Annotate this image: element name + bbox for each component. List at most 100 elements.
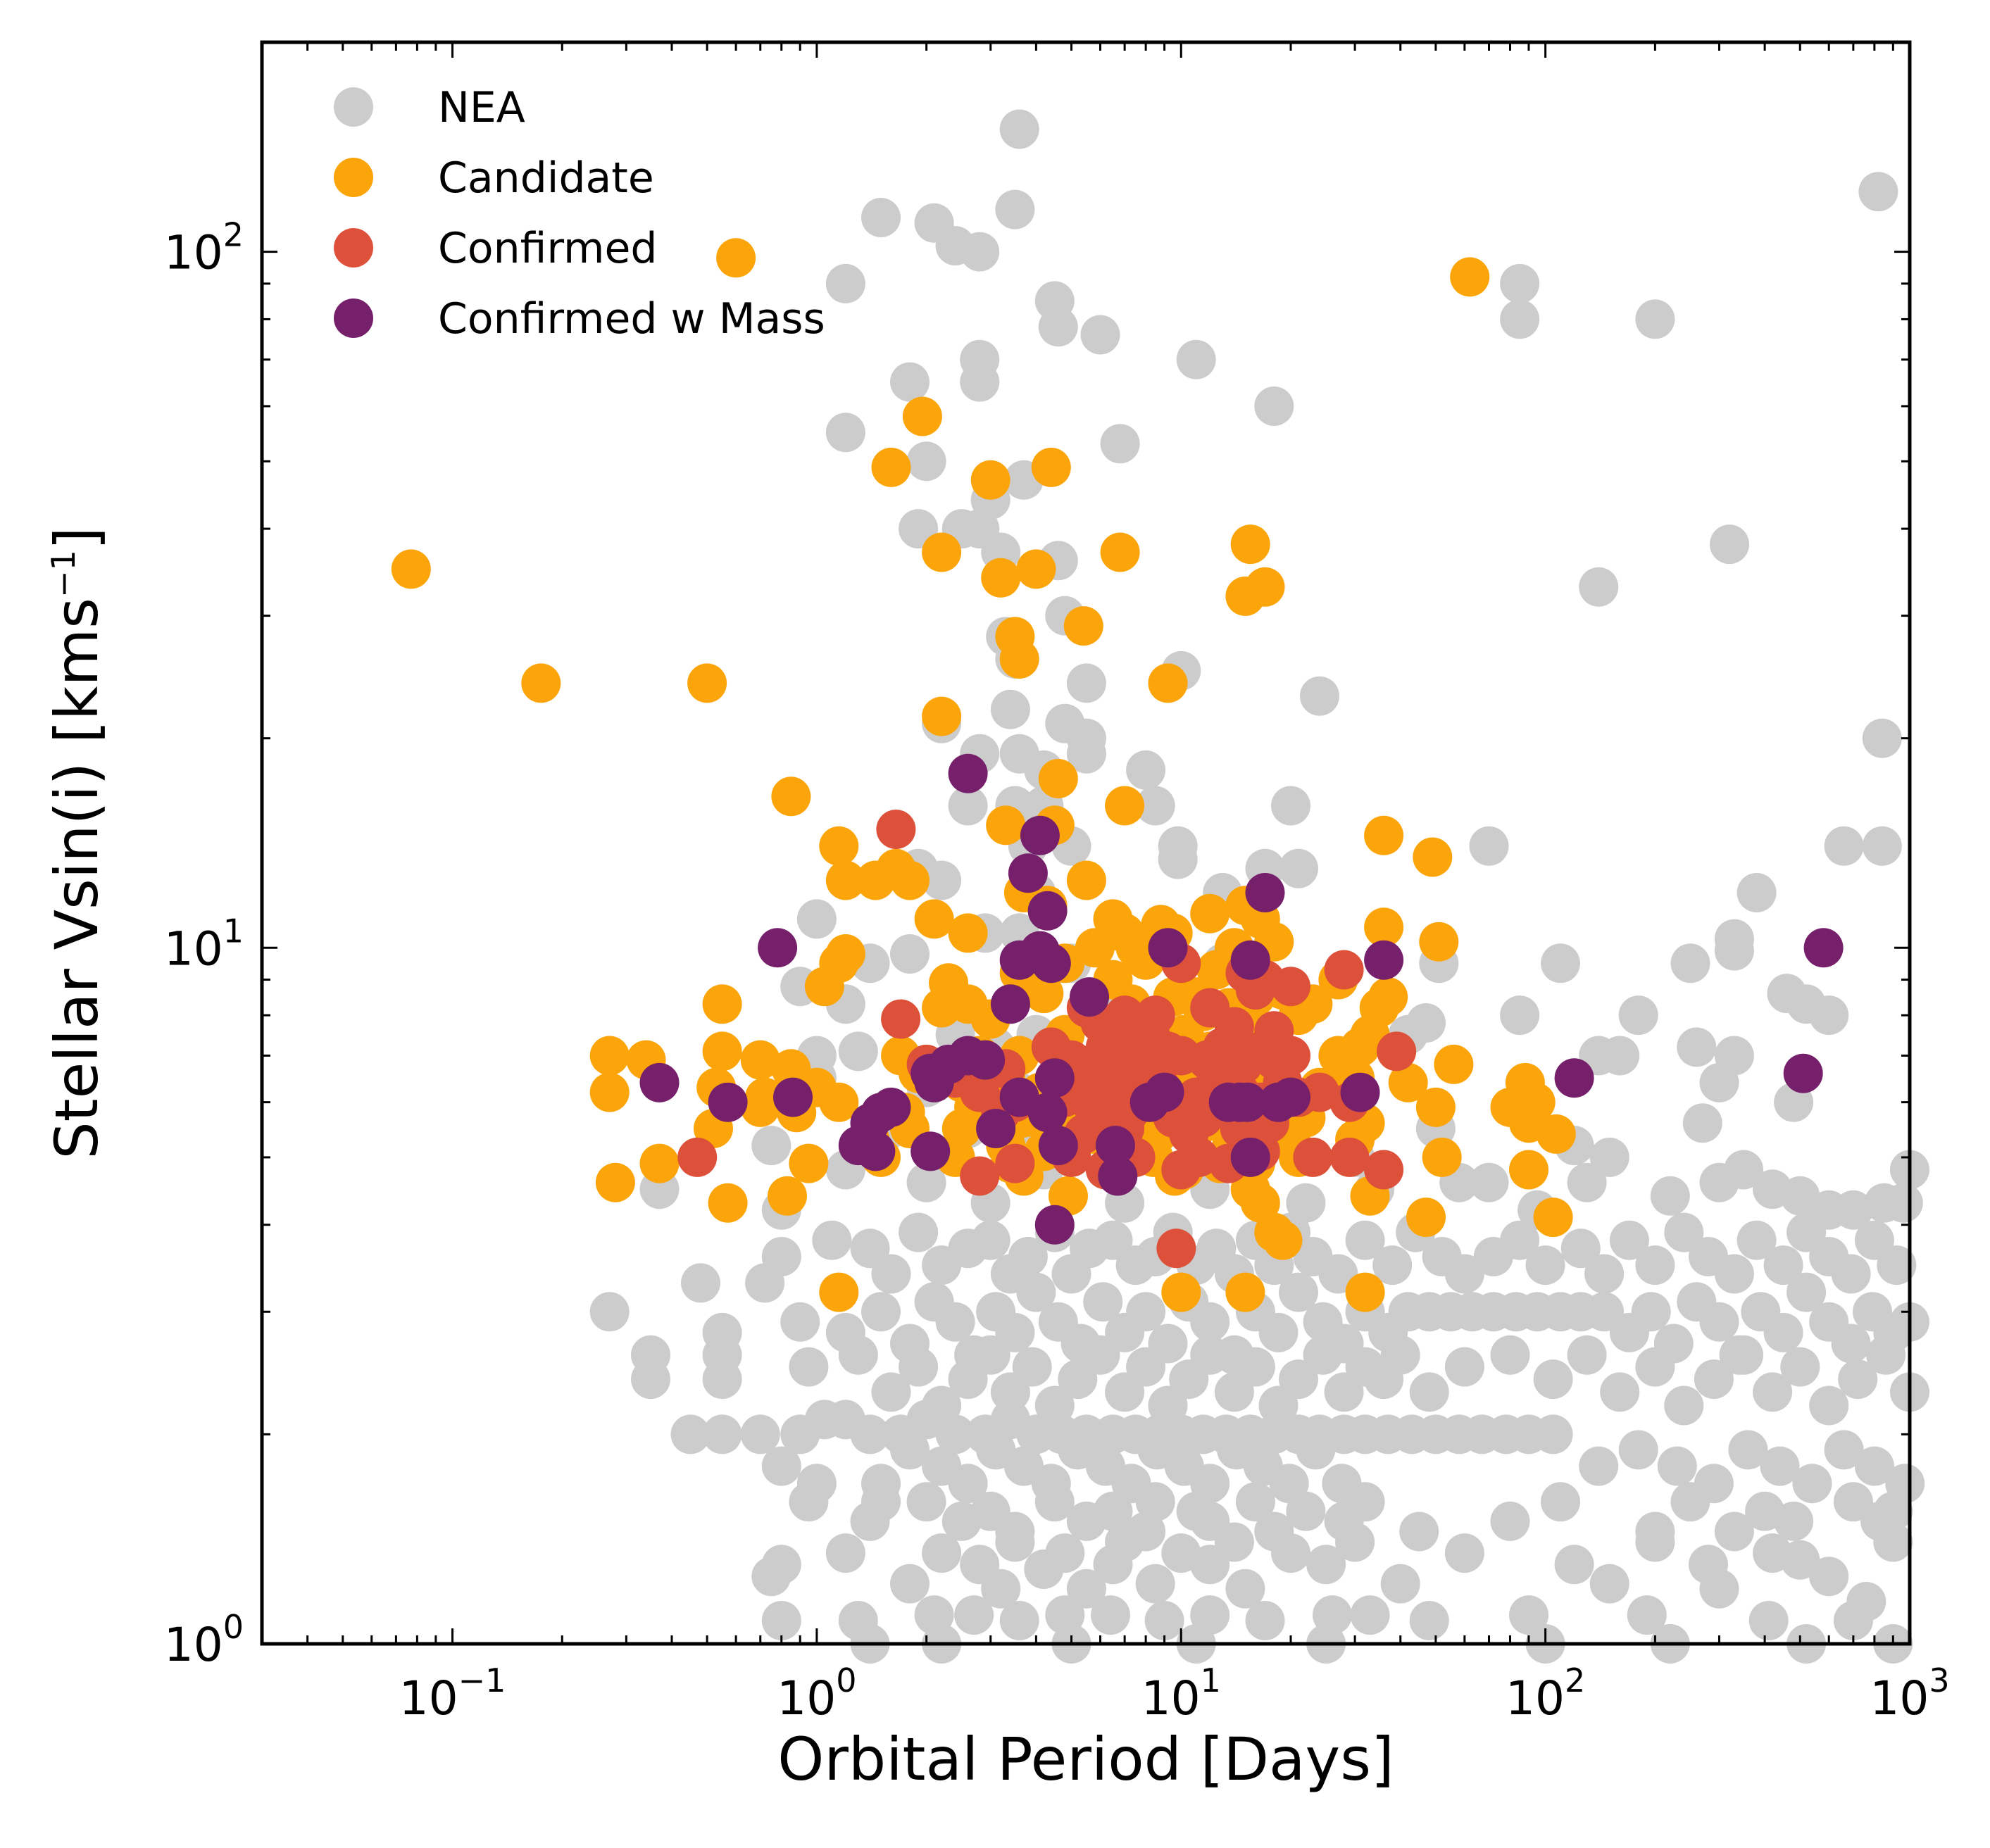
data-point: [1858, 172, 1898, 212]
legend-item: Confirmed: [334, 224, 657, 273]
data-point: [906, 1162, 946, 1202]
data-point: [1627, 1595, 1667, 1635]
data-point: [856, 1131, 896, 1171]
tick-label-exponent: 3: [1929, 1661, 1949, 1699]
data-point: [838, 1335, 878, 1375]
data-point: [825, 1533, 865, 1573]
data-point: [1500, 995, 1540, 1036]
data-point: [1235, 1482, 1275, 1522]
data-point: [1066, 860, 1106, 900]
data-point: [391, 549, 431, 589]
data-point: [1736, 1220, 1777, 1260]
data-point: [1080, 315, 1120, 355]
data-point: [761, 1601, 801, 1640]
points-layer: [391, 109, 1929, 1664]
data-point: [1579, 1446, 1619, 1486]
data-point: [1422, 1137, 1462, 1177]
data-point: [999, 1601, 1039, 1640]
data-point: [1091, 1595, 1130, 1635]
data-point: [948, 786, 988, 826]
data-point: [1300, 676, 1339, 716]
data-point: [819, 1082, 859, 1122]
data-point: [702, 1359, 742, 1400]
data-point: [1196, 950, 1237, 990]
data-point: [1699, 1569, 1739, 1609]
data-point: [1714, 1254, 1754, 1294]
data-point: [1862, 718, 1902, 758]
data-point: [1450, 257, 1490, 297]
data-point: [1016, 549, 1056, 589]
data-point: [1230, 940, 1270, 980]
legend-item: NEA: [334, 83, 525, 132]
data-point: [1263, 1220, 1303, 1260]
data-point: [1377, 1031, 1417, 1071]
data-point: [702, 1031, 742, 1071]
data-point: [1126, 1347, 1166, 1387]
data-point: [1066, 663, 1106, 703]
data-point: [1554, 1058, 1594, 1098]
data-point: [708, 1082, 748, 1122]
data-point: [906, 441, 946, 482]
data-point: [960, 232, 1000, 272]
data-point: [1714, 1511, 1754, 1552]
data-point: [1345, 1220, 1385, 1260]
data-point: [789, 1143, 829, 1183]
data-point: [1736, 873, 1777, 912]
data-point: [1063, 606, 1103, 646]
data-point: [1024, 974, 1064, 1014]
data-point: [1135, 786, 1175, 826]
data-point: [1380, 1335, 1420, 1375]
data-point: [1677, 1027, 1717, 1067]
data-point: [902, 396, 942, 436]
y-axis-label-exponent: −1: [44, 550, 82, 598]
data-point: [740, 1087, 780, 1127]
data-point: [1635, 1347, 1675, 1387]
data-point: [1066, 1569, 1106, 1609]
data-point: [948, 1464, 988, 1504]
data-point: [1760, 1446, 1800, 1486]
data-point: [970, 1335, 1010, 1375]
data-point: [1406, 1003, 1446, 1043]
data-point: [1293, 1137, 1333, 1177]
plot-frame: [260, 40, 1912, 1646]
data-point: [1126, 1292, 1166, 1332]
data-point: [1780, 1347, 1820, 1387]
data-point: [1126, 750, 1166, 790]
x-tick-label: 100: [777, 1661, 856, 1726]
legend-label: Confirmed: [438, 224, 657, 273]
data-point: [1600, 1372, 1640, 1412]
data-point: [1279, 848, 1318, 888]
data-point: [1409, 1601, 1449, 1640]
y-axis-label: Stellar Vsin(i) [kms−1]: [42, 527, 111, 1159]
x-axis-label: Orbital Period [Days]: [777, 1725, 1394, 1794]
legend-label: Confirmed w Mass: [438, 294, 825, 344]
tick-label-exponent: 1: [1201, 1661, 1221, 1699]
data-point: [1831, 1324, 1871, 1364]
tick-label-base: 10: [164, 922, 223, 976]
data-point: [1444, 1254, 1484, 1294]
data-point: [1230, 1137, 1270, 1177]
data-point: [1803, 928, 1844, 968]
data-point: [960, 362, 1000, 402]
data-point: [1271, 1077, 1310, 1117]
data-point: [1490, 1501, 1530, 1541]
data-point: [1724, 1335, 1764, 1375]
data-point: [1129, 1082, 1170, 1122]
data-point: [1833, 1190, 1873, 1230]
data-point: [589, 1072, 630, 1112]
data-point: [1714, 931, 1754, 971]
data-point: [1012, 1347, 1052, 1387]
data-point: [1862, 826, 1902, 866]
data-point: [1075, 928, 1115, 968]
data-point: [716, 238, 756, 278]
data-point: [1034, 1482, 1075, 1522]
data-point: [970, 1220, 1010, 1260]
legend-label: NEA: [438, 83, 525, 132]
data-point: [899, 1347, 939, 1387]
data-point: [745, 1263, 785, 1303]
data-point: [1824, 826, 1864, 866]
data-point: [1877, 1245, 1917, 1286]
data-point: [1415, 1087, 1456, 1127]
data-point: [1419, 922, 1459, 962]
data-point: [1500, 1220, 1540, 1260]
